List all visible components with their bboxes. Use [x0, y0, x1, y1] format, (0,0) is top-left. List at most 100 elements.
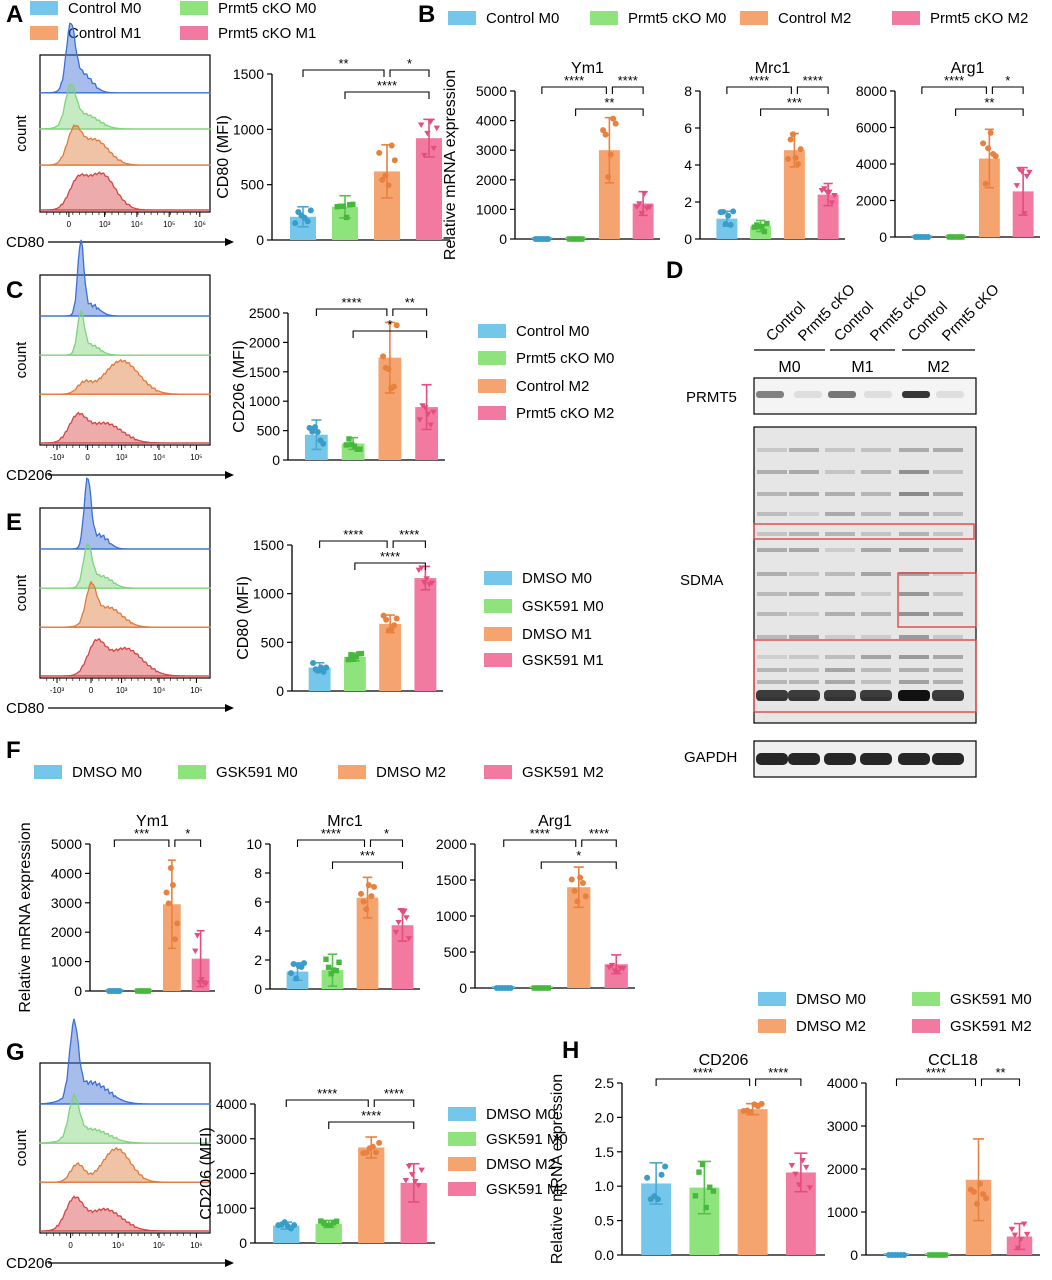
data-point — [382, 172, 389, 179]
data-point — [383, 616, 390, 623]
significance-label: **** — [749, 73, 769, 88]
legend-swatch — [484, 765, 512, 779]
legend-label: GSK591 M0 — [522, 598, 604, 615]
data-point — [420, 579, 428, 586]
data-point — [357, 890, 364, 897]
data-point — [1008, 1226, 1016, 1233]
wb-band — [902, 391, 930, 398]
significance-label: **** — [380, 549, 400, 564]
wb-band — [756, 391, 784, 398]
histogram-trace — [39, 358, 211, 395]
wb-band — [899, 532, 929, 536]
y-tick-label: 6 — [254, 894, 262, 910]
wb-band — [828, 391, 856, 398]
data-point — [574, 898, 581, 905]
legend-label: Prmt5 cKO M0 — [628, 10, 726, 27]
data-point — [1017, 1236, 1025, 1243]
bar — [632, 203, 654, 239]
significance-bracket — [895, 1078, 977, 1086]
panel-letter-g: G — [6, 1039, 25, 1066]
histogram-x-label: CD80 — [6, 700, 44, 717]
legend-swatch — [740, 11, 768, 25]
data-point — [610, 115, 617, 122]
data-point — [371, 883, 378, 890]
wb-band — [898, 753, 930, 765]
data-point — [393, 615, 400, 622]
wb-band — [789, 512, 819, 516]
wb-band — [861, 655, 891, 659]
wb-band — [864, 391, 892, 398]
data-point — [545, 236, 552, 242]
data-point — [340, 203, 347, 210]
data-point — [405, 1163, 413, 1170]
histogram-x-label: CD206 — [6, 1255, 53, 1272]
legends-layer: Control M0 Prmt5 cKO M0 Control M1 Prmt5 cK… — [30, 0, 1032, 1198]
wb-band — [899, 492, 929, 496]
y-tick-label: 2000 — [827, 1161, 858, 1177]
y-axis-label: CD80 (MFI) — [235, 576, 252, 660]
significance-label: **** — [384, 1086, 404, 1101]
data-point — [304, 218, 311, 225]
wb-band — [825, 655, 855, 659]
data-point — [534, 985, 540, 991]
significance-label: *** — [787, 95, 802, 110]
data-point — [608, 962, 616, 969]
y-axis-label: CD206 (MFI) — [198, 1127, 215, 1219]
wb-band — [899, 635, 929, 639]
legend-swatch — [178, 765, 206, 779]
histogram-tick-label: 0 — [85, 453, 90, 462]
y-tick-label: 3000 — [827, 1118, 858, 1134]
panel-letter-a: A — [6, 1, 23, 28]
significance-label: **** — [926, 1065, 946, 1080]
histogram-a: 0 10³ 10⁴ 10⁵ 10⁶ count CD80 — [6, 22, 234, 251]
data-point — [977, 1180, 984, 1187]
wb-group-label: M2 — [927, 359, 949, 376]
data-point — [408, 1172, 416, 1178]
wb-band — [824, 690, 856, 701]
legend-swatch — [484, 653, 512, 667]
legend-swatch — [484, 599, 512, 613]
bar-chart-f-ym1: 0 1000 2000 3000 4000 5000 Relative mRNA expre… — [17, 813, 215, 1013]
wb-band — [860, 753, 892, 765]
histogram-y-label: count — [13, 114, 30, 152]
data-point — [402, 1178, 410, 1184]
wb-band — [933, 668, 963, 672]
legend-label: DMSO M0 — [522, 570, 592, 587]
significance-label: **** — [768, 1065, 788, 1080]
data-point — [539, 985, 546, 991]
y-tick-label: 2000 — [436, 836, 467, 852]
wb-band — [899, 470, 929, 474]
data-point — [579, 236, 585, 242]
wb-highlight-box — [753, 639, 977, 713]
y-tick-label: 2000 — [249, 334, 280, 350]
wb-band — [757, 612, 787, 616]
significance-label: **** — [317, 1086, 337, 1101]
legend-label: DMSO M0 — [796, 991, 866, 1008]
data-point — [787, 136, 794, 143]
data-point — [1026, 169, 1033, 176]
y-tick-label: 1000 — [476, 201, 507, 217]
y-tick-label: 0 — [879, 229, 887, 245]
legend-label: Control M1 — [68, 25, 141, 42]
legend-swatch — [448, 1182, 476, 1196]
wb-band — [788, 753, 820, 765]
wb-highlight-box — [753, 523, 975, 540]
data-point — [577, 874, 584, 881]
data-point — [320, 440, 327, 447]
wb-band — [825, 548, 855, 552]
data-point — [531, 985, 537, 991]
legend-label: GSK591 M2 — [522, 764, 604, 781]
y-axis-label: Relative mRNA expression — [17, 822, 34, 1012]
data-point — [363, 1149, 370, 1156]
legend-swatch — [448, 1132, 476, 1146]
y-tick-label: 0 — [684, 231, 692, 247]
data-point — [343, 214, 350, 221]
y-tick-label: 8000 — [856, 83, 887, 99]
wb-band — [899, 655, 929, 659]
wb-band — [825, 448, 855, 452]
significance-bracket — [392, 308, 428, 316]
y-tick-label: 1000 — [436, 908, 467, 924]
significance-bracket — [575, 108, 644, 116]
